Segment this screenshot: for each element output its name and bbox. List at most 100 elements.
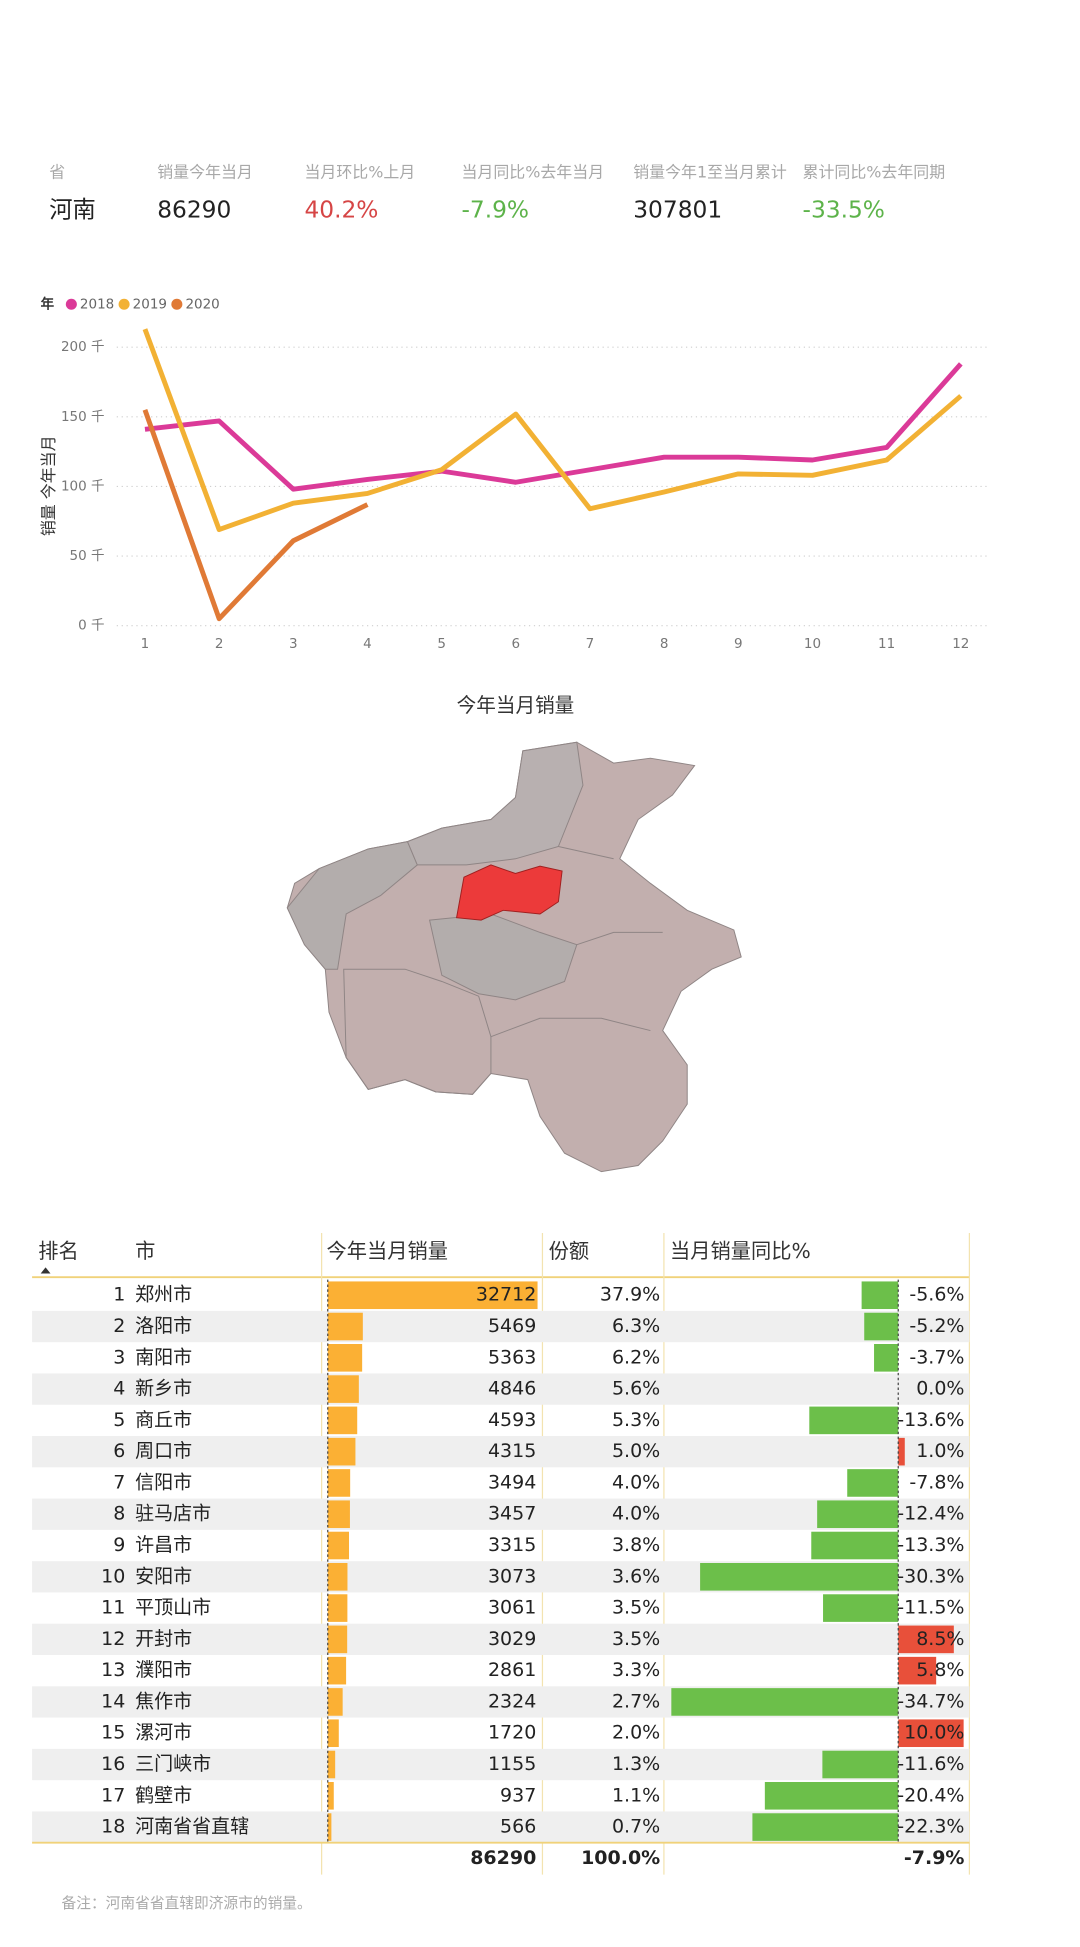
share: 4.0% bbox=[612, 1503, 660, 1525]
city: 洛阳市 bbox=[135, 1315, 192, 1337]
city: 新乡市 bbox=[135, 1378, 192, 1400]
sales: 3061 bbox=[488, 1597, 536, 1619]
yoy: -20.4% bbox=[897, 1784, 964, 1806]
share: 3.5% bbox=[612, 1628, 660, 1650]
legend-title: 年 bbox=[41, 295, 55, 312]
yoy: -30.3% bbox=[897, 1565, 964, 1587]
row-stripe bbox=[32, 1498, 970, 1530]
yoy-bar bbox=[700, 1562, 899, 1591]
city: 河南省省直辖 bbox=[135, 1816, 249, 1838]
y-tick-label: 200 千 bbox=[61, 339, 105, 355]
kpi-value: 86290 bbox=[157, 197, 231, 224]
yoy: 8.5% bbox=[916, 1628, 964, 1650]
series-line bbox=[142, 409, 369, 622]
kpi-label: 销量今年当月 bbox=[157, 162, 253, 181]
x-tick-label: 12 bbox=[952, 636, 969, 652]
zhengzhou-highlight bbox=[455, 864, 563, 921]
sales: 3457 bbox=[488, 1503, 536, 1525]
x-tick-label: 11 bbox=[878, 636, 895, 652]
sales-bar bbox=[327, 1594, 348, 1622]
share: 3.3% bbox=[612, 1659, 660, 1681]
sales: 2861 bbox=[488, 1659, 536, 1681]
sales: 2324 bbox=[488, 1690, 536, 1712]
city: 安阳市 bbox=[135, 1565, 192, 1587]
sales-bar bbox=[327, 1312, 363, 1341]
column-header: 市 bbox=[135, 1239, 155, 1263]
share: 6.3% bbox=[612, 1315, 660, 1337]
yoy-bar bbox=[898, 1625, 954, 1654]
rank: 8 bbox=[113, 1503, 125, 1525]
yoy-bar bbox=[874, 1344, 899, 1372]
kpi-value: 40.2% bbox=[304, 197, 378, 224]
share: 0.7% bbox=[612, 1816, 660, 1838]
sales-bar bbox=[327, 1813, 332, 1841]
rank: 6 bbox=[113, 1440, 125, 1462]
y-tick-label: 50 千 bbox=[70, 548, 105, 564]
rank: 10 bbox=[101, 1565, 125, 1587]
city: 三门峡市 bbox=[135, 1753, 211, 1775]
y-tick-label: 150 千 bbox=[61, 409, 105, 425]
rank: 9 bbox=[113, 1534, 125, 1556]
rank: 16 bbox=[101, 1753, 125, 1775]
legend-swatch bbox=[171, 298, 183, 310]
yoy: 10.0% bbox=[904, 1722, 964, 1744]
rank: 12 bbox=[101, 1628, 125, 1650]
yoy: -5.2% bbox=[909, 1315, 964, 1337]
series-line bbox=[142, 328, 963, 533]
city: 平顶山市 bbox=[135, 1597, 211, 1619]
sort-arrow bbox=[40, 1267, 51, 1274]
yoy: -3.7% bbox=[909, 1346, 964, 1368]
yoy: -11.6% bbox=[897, 1753, 964, 1775]
city: 周口市 bbox=[135, 1440, 192, 1462]
share: 4.0% bbox=[612, 1471, 660, 1493]
sales: 5469 bbox=[488, 1315, 536, 1337]
kpi-value: 307801 bbox=[633, 197, 722, 224]
sales: 4846 bbox=[488, 1378, 536, 1400]
rank: 11 bbox=[101, 1597, 125, 1619]
region bbox=[428, 913, 578, 1001]
sales-bar bbox=[327, 1625, 348, 1654]
sales-bar bbox=[327, 1750, 336, 1779]
sales-bar bbox=[327, 1562, 348, 1591]
x-tick-label: 1 bbox=[141, 636, 150, 652]
sales: 1720 bbox=[488, 1722, 536, 1744]
yoy: 0.0% bbox=[916, 1378, 964, 1400]
share: 5.6% bbox=[612, 1378, 660, 1400]
footnote: 备注：河南省省直辖即济源市的销量。 bbox=[62, 1895, 312, 1912]
sales-bar bbox=[327, 1469, 351, 1497]
row-stripe bbox=[32, 1436, 970, 1468]
yoy: -7.8% bbox=[909, 1471, 964, 1493]
rank: 7 bbox=[113, 1471, 125, 1493]
yoy-bar bbox=[898, 1719, 964, 1748]
sales: 3073 bbox=[488, 1565, 536, 1587]
share: 3.8% bbox=[612, 1534, 660, 1556]
legend-label: 2019 bbox=[133, 296, 167, 312]
rank: 17 bbox=[101, 1784, 125, 1806]
sales: 3315 bbox=[488, 1534, 536, 1556]
share: 1.3% bbox=[612, 1753, 660, 1775]
x-tick-label: 7 bbox=[586, 636, 595, 652]
region-border bbox=[490, 846, 663, 1038]
yoy: 5.8% bbox=[916, 1659, 964, 1681]
share: 5.0% bbox=[612, 1440, 660, 1462]
kpi-value: -33.5% bbox=[803, 197, 885, 224]
kpi-label: 销量今年1至当月累计 bbox=[633, 162, 787, 181]
rank: 14 bbox=[101, 1690, 125, 1712]
yoy-bar bbox=[822, 1750, 899, 1779]
x-tick-label: 3 bbox=[289, 636, 298, 652]
yoy: -22.3% bbox=[897, 1816, 964, 1838]
total-share: 100.0% bbox=[581, 1847, 660, 1869]
yoy-bar bbox=[752, 1813, 899, 1841]
yoy: -34.7% bbox=[897, 1690, 964, 1712]
x-tick-label: 9 bbox=[734, 636, 743, 652]
sales: 4315 bbox=[488, 1440, 536, 1462]
rank: 3 bbox=[113, 1346, 125, 1368]
yoy-bar bbox=[811, 1531, 899, 1560]
y-tick-label: 100 千 bbox=[61, 478, 105, 494]
henan-map bbox=[286, 741, 742, 1173]
sales: 566 bbox=[500, 1816, 536, 1838]
yoy: -13.6% bbox=[897, 1409, 964, 1431]
city: 漯河市 bbox=[135, 1722, 192, 1744]
sales-bar bbox=[327, 1500, 350, 1529]
